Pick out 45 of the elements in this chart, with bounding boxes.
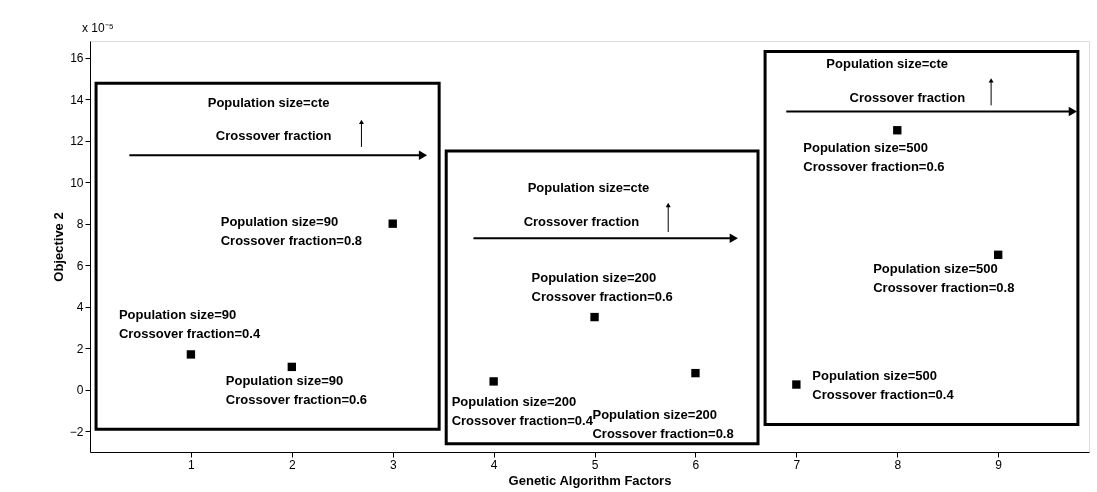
y-tick-label: 8 bbox=[76, 217, 84, 232]
x-tick-label: 5 bbox=[591, 457, 599, 472]
y-tick-label: 6 bbox=[76, 258, 84, 273]
point bbox=[287, 362, 296, 372]
annotation: Population size=90 Crossover fraction=0.8 bbox=[220, 213, 362, 248]
y-axis-title: Objective 2 bbox=[50, 212, 66, 282]
y-tick-label: 16 bbox=[70, 51, 84, 66]
x-axis-title: Genetic Algorithm Factors bbox=[508, 472, 672, 488]
annotation: Population size=500 Crossover fraction=0.4 bbox=[812, 367, 955, 402]
point bbox=[590, 312, 599, 322]
y-tick-label: −2 bbox=[69, 424, 84, 439]
x-tick-label: 1 bbox=[188, 457, 196, 472]
annotation: Population size=cte bbox=[826, 55, 949, 71]
annotation: Crossover fraction bbox=[849, 90, 966, 106]
text: x 10⁻⁵ bbox=[82, 21, 114, 35]
annotation: Population size=200 Crossover fraction=0.8 bbox=[592, 407, 734, 442]
annotation: Population size=90 Crossover fraction=0.4 bbox=[118, 307, 261, 342]
y-tick-label: 2 bbox=[76, 341, 84, 356]
point bbox=[388, 219, 397, 228]
annotation: Population size=200 Crossover fraction=0.6 bbox=[531, 270, 673, 305]
annotation: Population size=500 Crossover fraction=0.6 bbox=[803, 140, 945, 175]
annotation: Population size=90 Crossover fraction=0.6 bbox=[225, 372, 368, 407]
x-tick-label: 4 bbox=[490, 457, 498, 472]
x-tick-label: 9 bbox=[995, 457, 1003, 472]
y-tick-label: 4 bbox=[76, 300, 84, 315]
annotation: Population size=cte bbox=[527, 180, 650, 196]
annotation: Crossover fraction bbox=[523, 213, 640, 229]
y-tick-label: 12 bbox=[70, 134, 84, 149]
point bbox=[994, 250, 1003, 259]
x-tick-label: 3 bbox=[389, 457, 397, 472]
x-tick-label: 6 bbox=[692, 457, 700, 472]
y-tick-label: 14 bbox=[70, 92, 84, 107]
annotation: Population size=500 Crossover fraction=0.8 bbox=[873, 260, 1015, 295]
x-tick-label: 7 bbox=[793, 457, 801, 472]
x-tick-label: 2 bbox=[288, 457, 296, 472]
y-tick-label: 10 bbox=[70, 175, 84, 190]
point bbox=[489, 377, 498, 386]
x-tick-label: 8 bbox=[894, 457, 902, 472]
annotation: Crossover fraction bbox=[215, 128, 332, 144]
point bbox=[792, 380, 801, 389]
point bbox=[893, 126, 902, 135]
point bbox=[691, 368, 700, 378]
annotation: Population size=cte bbox=[207, 95, 330, 111]
point bbox=[186, 350, 196, 359]
y-tick-label: 0 bbox=[76, 383, 84, 398]
